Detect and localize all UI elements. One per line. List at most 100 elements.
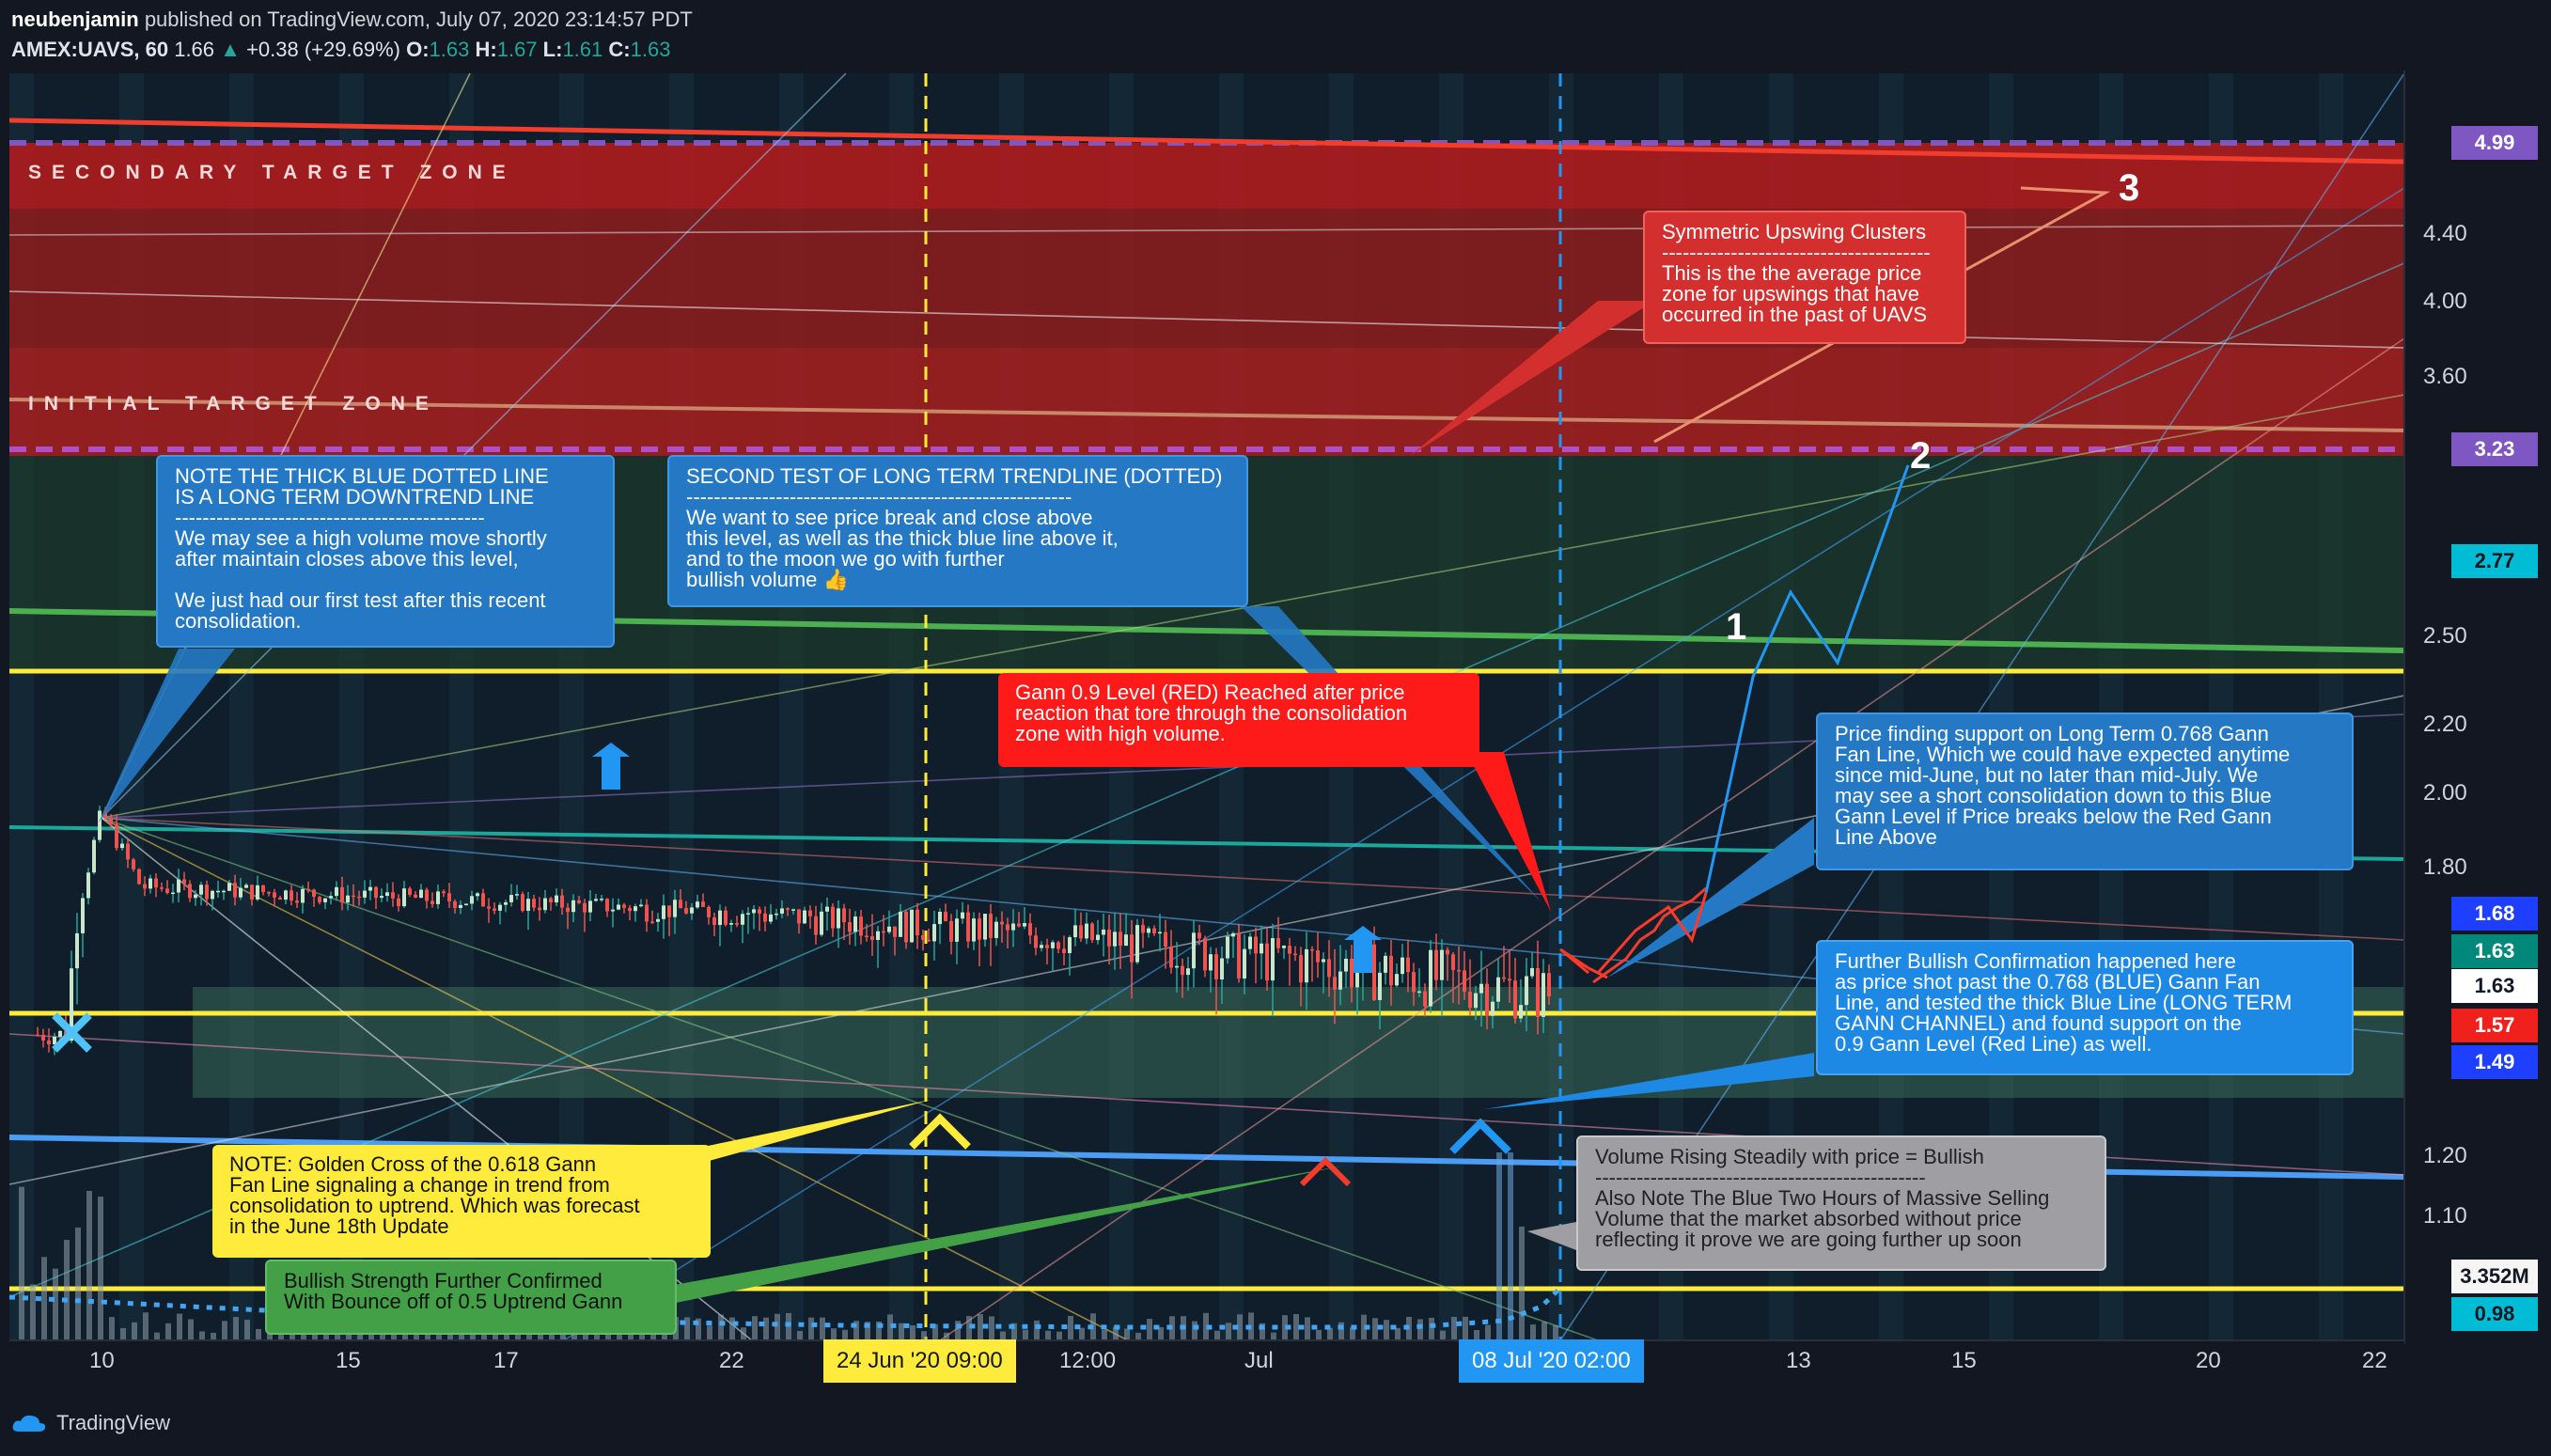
volume-bar <box>1034 1320 1040 1340</box>
volume-bar <box>109 1317 115 1340</box>
candle-body <box>1164 932 1167 947</box>
volume-bar <box>75 1227 81 1340</box>
secondary-zone-lower <box>9 209 2404 348</box>
candle-body <box>1243 948 1246 978</box>
callout-gann-09[interactable]: Gann 0.9 Level (RED) Reached after price… <box>998 673 1479 767</box>
candle-body <box>735 923 739 925</box>
candle-body <box>543 898 547 911</box>
candle-body <box>994 921 998 938</box>
wave3-line <box>1653 186 2111 444</box>
candle-body <box>571 900 575 913</box>
candle-body <box>853 916 857 932</box>
callout-bullish-strength[interactable]: Bullish Strength Further Confirmed With … <box>265 1260 677 1335</box>
candle-body <box>1446 949 1449 955</box>
callout-note-dotted-line[interactable]: NOTE THE THICK BLUE DOTTED LINE IS A LON… <box>156 455 615 648</box>
volume-bar <box>1135 1332 1141 1340</box>
candle-body <box>1237 932 1241 978</box>
candle-body <box>346 895 350 903</box>
volume-bar <box>1056 1331 1062 1340</box>
tradingview-logo[interactable]: TradingView <box>11 1411 170 1435</box>
volume-bar <box>120 1327 126 1340</box>
time-badge-08-jul[interactable]: 08 Jul '20 02:00 <box>1459 1339 1644 1383</box>
low-label: L: <box>542 38 563 61</box>
volume-bar <box>775 1313 780 1340</box>
volume-bar <box>729 1317 735 1340</box>
candle-body <box>1011 923 1015 931</box>
candle-body <box>1508 978 1511 981</box>
candle-body <box>171 892 175 895</box>
candle-body <box>910 909 914 943</box>
candle-body <box>831 906 835 929</box>
candle-body <box>1197 932 1201 939</box>
candle-body <box>628 907 632 912</box>
time-badge-24-jun[interactable]: 24 Jun '20 09:00 <box>823 1339 1016 1383</box>
candle-body <box>1085 923 1088 939</box>
volume-bar <box>244 1320 250 1340</box>
orange-trendline[interactable] <box>8 398 2405 432</box>
candle-body <box>927 939 931 942</box>
red-trendline[interactable] <box>8 117 2405 164</box>
price-tick: 2.50 <box>2423 623 2467 649</box>
candle-body <box>368 886 372 891</box>
candle-body <box>329 896 333 899</box>
volume-bar <box>1417 1319 1423 1340</box>
price-tag: 0.98 <box>2451 1297 2538 1331</box>
yellow-chevron <box>909 1113 971 1150</box>
candle-body <box>1265 943 1269 981</box>
candle-body <box>808 910 812 916</box>
pointer-golden-cross <box>658 1100 931 1175</box>
time-axis[interactable] <box>0 1340 2404 1392</box>
callout-volume[interactable]: Volume Rising Steadily with price = Bull… <box>1576 1135 2106 1271</box>
volume-bar <box>1429 1317 1434 1340</box>
pointer-symmetric <box>1410 301 1654 456</box>
candle-body <box>1119 932 1122 947</box>
callout-price-finding[interactable]: Price finding support on Long Term 0.768… <box>1816 712 2354 870</box>
candle-body <box>825 906 829 912</box>
candle-body <box>1338 971 1342 990</box>
callout-golden-cross[interactable]: NOTE: Golden Cross of the 0.618 Gann Fan… <box>212 1145 711 1258</box>
candle-body <box>1271 938 1275 981</box>
candle-body <box>222 890 226 893</box>
candle-body <box>904 911 908 943</box>
volume-bar <box>188 1319 194 1340</box>
author-name[interactable]: neubenjamin <box>11 8 139 31</box>
candle-body <box>538 907 541 911</box>
price-tick: 4.00 <box>2423 289 2467 314</box>
volume-bar <box>1011 1323 1017 1340</box>
candle-body <box>470 896 474 904</box>
candle-body <box>690 907 694 914</box>
candle-body <box>1141 925 1145 933</box>
candle-body <box>58 1030 62 1037</box>
candle-body <box>436 891 440 904</box>
candle-body <box>1169 947 1173 968</box>
candle-body <box>1451 954 1455 971</box>
callout-symmetric-upswing[interactable]: Symmetric Upswing Clusters -------------… <box>1643 211 1966 344</box>
candle-body <box>92 839 96 873</box>
candle-body <box>385 892 389 897</box>
brand-name: TradingView <box>56 1411 171 1434</box>
pointer-price-finding <box>1607 818 1814 978</box>
candle-body <box>1056 942 1060 949</box>
callout-further-bullish[interactable]: Further Bullish Confirmation happened he… <box>1816 940 2354 1075</box>
volume-bar <box>696 1318 701 1340</box>
volume-bar <box>301 1331 306 1340</box>
candle-body <box>741 914 744 925</box>
volume-bar <box>1451 1316 1457 1340</box>
volume-bar <box>1293 1313 1299 1340</box>
blue-projection[interactable] <box>1704 464 1910 894</box>
callout-second-test[interactable]: SECOND TEST OF LONG TERM TRENDLINE (DOTT… <box>667 455 1248 607</box>
price-axis[interactable] <box>2404 70 2551 1344</box>
candle-body <box>1496 977 1500 1002</box>
up-arrow-icon-2 <box>1344 926 1382 973</box>
symbol-label[interactable]: AMEX:UAVS, 60 <box>11 38 169 61</box>
candle-body <box>504 901 508 905</box>
candle-body <box>769 914 773 922</box>
volume-bar <box>978 1314 983 1340</box>
candle-body <box>103 810 107 819</box>
volume-bar <box>1113 1326 1119 1340</box>
candle-body <box>966 912 970 942</box>
candle-body <box>239 887 243 898</box>
volume-bar <box>1496 1152 1502 1340</box>
candle-body <box>397 898 400 907</box>
candle-body <box>312 889 316 898</box>
